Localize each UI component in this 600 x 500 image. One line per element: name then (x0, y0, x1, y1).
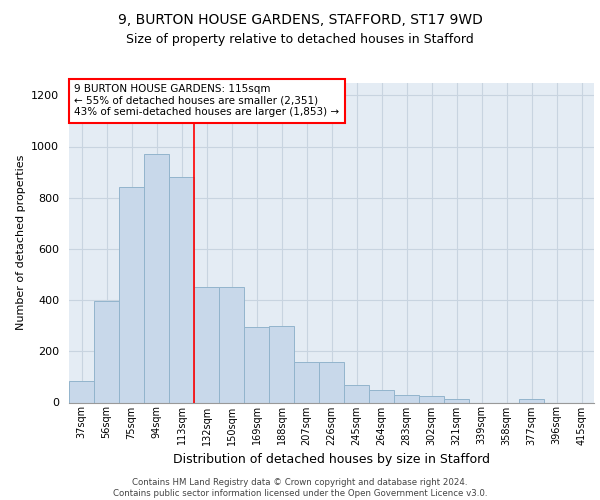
Bar (69, 380, 94, 402)
Bar (369, 390, 394, 402)
Bar (344, 384, 369, 402)
Bar (444, 398, 469, 402)
Bar (144, 154, 169, 402)
Bar (219, 288, 244, 403)
Y-axis label: Number of detached properties: Number of detached properties (16, 155, 26, 330)
Text: 9 BURTON HOUSE GARDENS: 115sqm
← 55% of detached houses are smaller (2,351)
43% : 9 BURTON HOUSE GARDENS: 115sqm ← 55% of … (74, 84, 340, 117)
Bar (194, 288, 219, 403)
Text: 9, BURTON HOUSE GARDENS, STAFFORD, ST17 9WD: 9, BURTON HOUSE GARDENS, STAFFORD, ST17 … (118, 12, 482, 26)
Bar (294, 362, 319, 403)
Bar (269, 326, 294, 402)
Bar (244, 327, 269, 402)
Text: Size of property relative to detached houses in Stafford: Size of property relative to detached ho… (126, 32, 474, 46)
Bar (94, 302, 119, 402)
Bar (119, 188, 144, 402)
Bar (419, 396, 444, 402)
Bar (394, 395, 419, 402)
Bar (319, 362, 344, 403)
Bar (519, 398, 544, 402)
Bar (169, 177, 194, 402)
Text: Contains HM Land Registry data © Crown copyright and database right 2024.
Contai: Contains HM Land Registry data © Crown c… (113, 478, 487, 498)
X-axis label: Distribution of detached houses by size in Stafford: Distribution of detached houses by size … (173, 453, 490, 466)
